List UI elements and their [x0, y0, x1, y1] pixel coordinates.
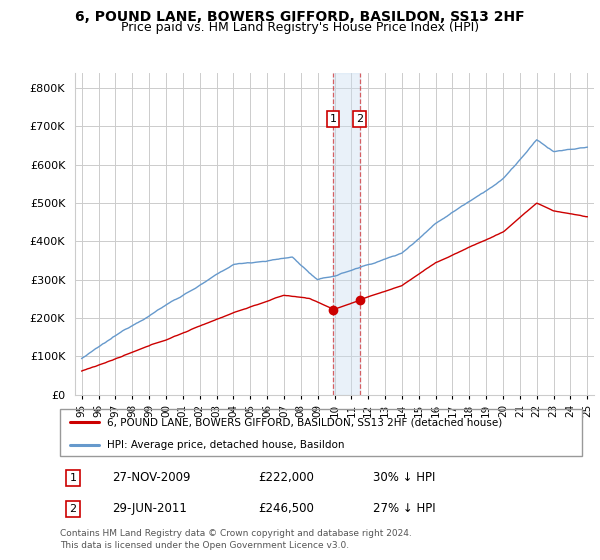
Text: £222,000: £222,000	[259, 472, 314, 484]
Text: Price paid vs. HM Land Registry's House Price Index (HPI): Price paid vs. HM Land Registry's House …	[121, 21, 479, 34]
Text: HPI: Average price, detached house, Basildon: HPI: Average price, detached house, Basi…	[107, 440, 344, 450]
Text: 6, POUND LANE, BOWERS GIFFORD, BASILDON, SS13 2HF (detached house): 6, POUND LANE, BOWERS GIFFORD, BASILDON,…	[107, 417, 502, 427]
Text: 6, POUND LANE, BOWERS GIFFORD, BASILDON, SS13 2HF: 6, POUND LANE, BOWERS GIFFORD, BASILDON,…	[75, 10, 525, 24]
Text: Contains HM Land Registry data © Crown copyright and database right 2024.
This d: Contains HM Land Registry data © Crown c…	[60, 529, 412, 550]
Text: 1: 1	[329, 114, 337, 124]
Text: 27% ↓ HPI: 27% ↓ HPI	[373, 502, 436, 516]
Text: 2: 2	[70, 504, 77, 514]
Text: 29-JUN-2011: 29-JUN-2011	[112, 502, 187, 516]
Text: £246,500: £246,500	[259, 502, 314, 516]
Text: 2: 2	[356, 114, 364, 124]
Text: 30% ↓ HPI: 30% ↓ HPI	[373, 472, 436, 484]
Text: 1: 1	[70, 473, 77, 483]
Bar	[333, 73, 360, 395]
Text: 27-NOV-2009: 27-NOV-2009	[112, 472, 191, 484]
